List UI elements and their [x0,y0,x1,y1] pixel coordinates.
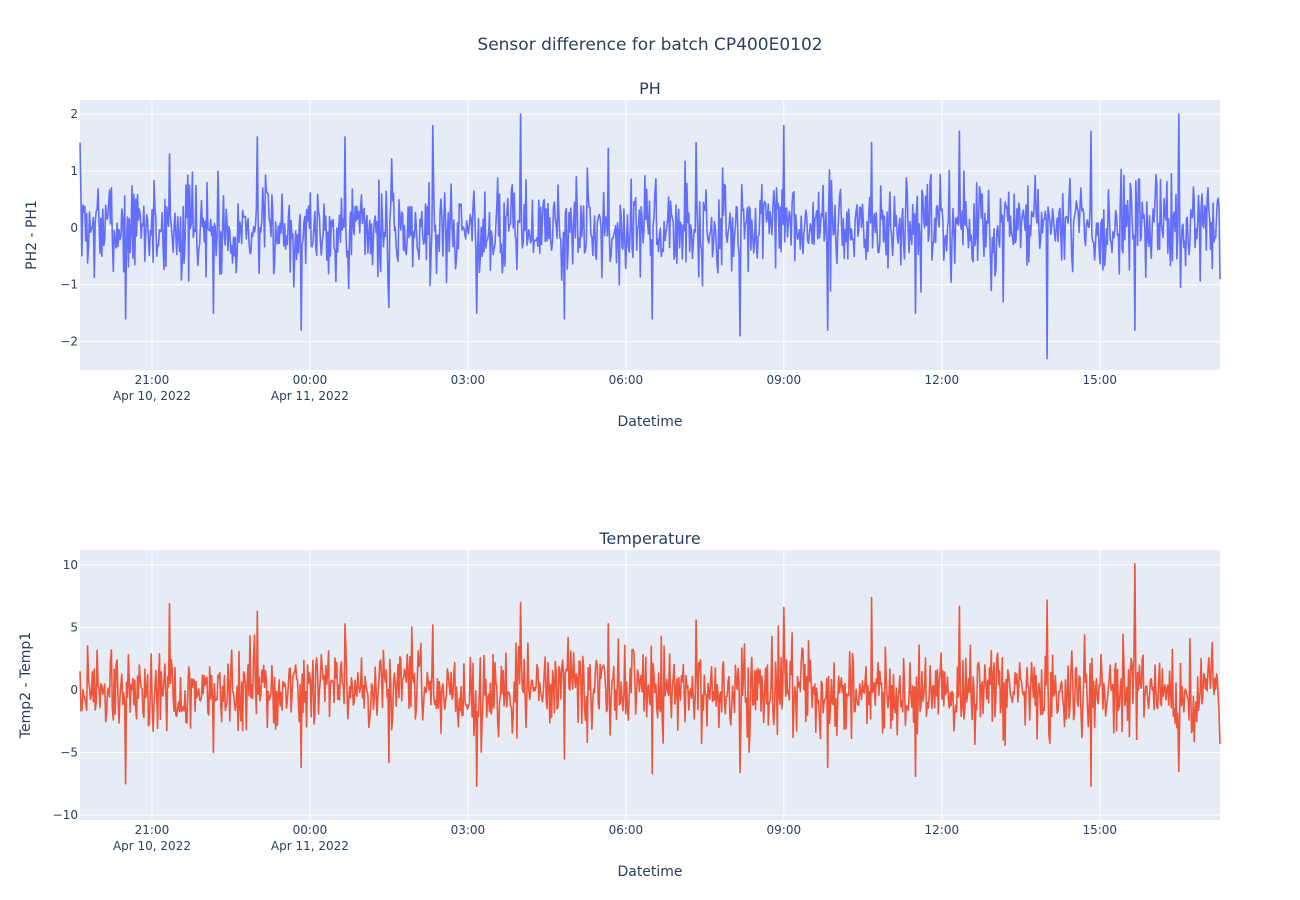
ph-x-tick-label: 06:00 [609,373,644,387]
temperature-y-tick-label: −10 [53,808,78,822]
ph-x-tick-label: 09:00 [767,373,802,387]
temperature-y-tick-label: 0 [70,683,78,697]
ph-series-line [79,113,1221,360]
ph-x-tick-label: 03:00 [451,373,486,387]
ph-y-tick-label: 0 [70,221,78,235]
temperature-x-tick-label: 21:00 [135,823,170,837]
temperature-x-tick-label: 09:00 [767,823,802,837]
ph-y-axis-title: PH2 - PH1 [24,200,40,270]
temperature-y-tick-label: −5 [60,746,78,760]
temperature-series-line [79,562,1221,788]
ph-y-ticks: 2 1 0 −1 −2 [60,107,78,348]
temperature-x-tick-label: 06:00 [609,823,644,837]
ph-x-ticks: 21:00 Apr 10, 2022 00:00 Apr 11, 2022 03:00 0… [113,373,1117,403]
temperature-x-tick-label: 00:00 [293,823,328,837]
ph-x-tick-label: 21:00 [135,373,170,387]
temperature-x-ticks: 21:00 Apr 10, 2022 00:00 Apr 11, 2022 03:00 0… [113,823,1117,853]
temperature-y-ticks: 10 5 0 −5 −10 [53,558,78,822]
ph-x-tick-label: 00:00 [293,373,328,387]
temperature-x-tick-label: 15:00 [1082,823,1117,837]
temperature-subplot-title: Temperature [598,529,700,548]
figure-title: Sensor difference for batch CP400E0102 [477,35,822,55]
ph-y-tick-label: −1 [60,278,78,292]
ph-x-tick-label: 12:00 [925,373,960,387]
ph-x-tick-date: Apr 10, 2022 [113,389,191,403]
temperature-subplot: 21:00 Apr 10, 2022 00:00 Apr 11, 2022 03:00 0… [18,529,1221,880]
ph-series [79,113,1221,360]
temperature-x-axis-title: Datetime [617,864,682,880]
ph-subplot-title: PH [639,79,661,98]
temperature-x-tick-label: 03:00 [451,823,486,837]
ph-x-tick-label: 15:00 [1082,373,1117,387]
temperature-y-tick-label: 10 [63,558,78,572]
ph-x-axis-title: Datetime [617,414,682,430]
temperature-x-tick-date: Apr 10, 2022 [113,839,191,853]
ph-y-tick-label: −2 [60,335,78,349]
temperature-x-tick-date: Apr 11, 2022 [271,839,349,853]
ph-y-tick-label: 2 [70,107,78,121]
temperature-x-tick-label: 12:00 [925,823,960,837]
ph-x-tick-date: Apr 11, 2022 [271,389,349,403]
temperature-y-tick-label: 5 [70,621,78,635]
ph-subplot: 21:00 Apr 10, 2022 00:00 Apr 11, 2022 03:00 0… [24,79,1221,430]
temperature-series [79,562,1221,788]
temperature-y-axis-title: Temp2 - Temp1 [18,632,34,739]
ph-y-tick-label: 1 [70,164,78,178]
